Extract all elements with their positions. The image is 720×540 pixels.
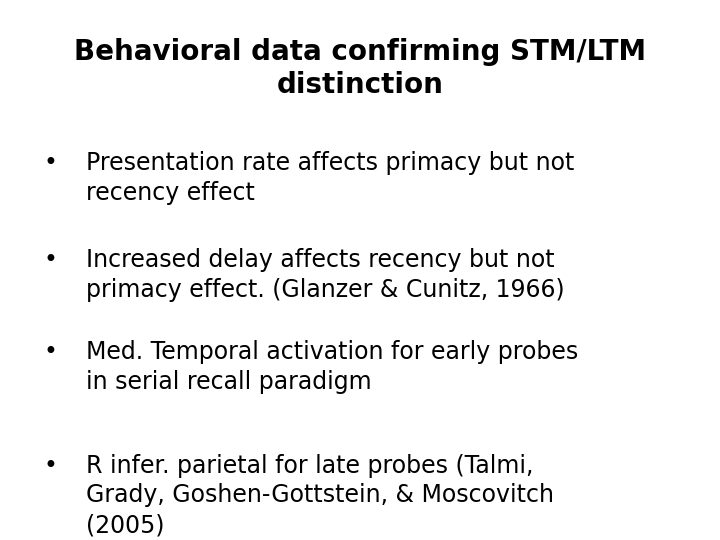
Text: •: • (43, 454, 57, 477)
Text: •: • (43, 151, 57, 175)
Text: Increased delay affects recency but not
primacy effect. (Glanzer & Cunitz, 1966): Increased delay affects recency but not … (86, 248, 565, 302)
Text: Med. Temporal activation for early probes
in serial recall paradigm: Med. Temporal activation for early probe… (86, 340, 579, 394)
Text: Presentation rate affects primacy but not
recency effect: Presentation rate affects primacy but no… (86, 151, 575, 205)
Text: •: • (43, 248, 57, 272)
Text: R infer. parietal for late probes (Talmi,
Grady, Goshen-Gottstein, & Moscovitch
: R infer. parietal for late probes (Talmi… (86, 454, 554, 537)
Text: Behavioral data confirming STM/LTM
distinction: Behavioral data confirming STM/LTM disti… (74, 38, 646, 99)
Text: •: • (43, 340, 57, 364)
